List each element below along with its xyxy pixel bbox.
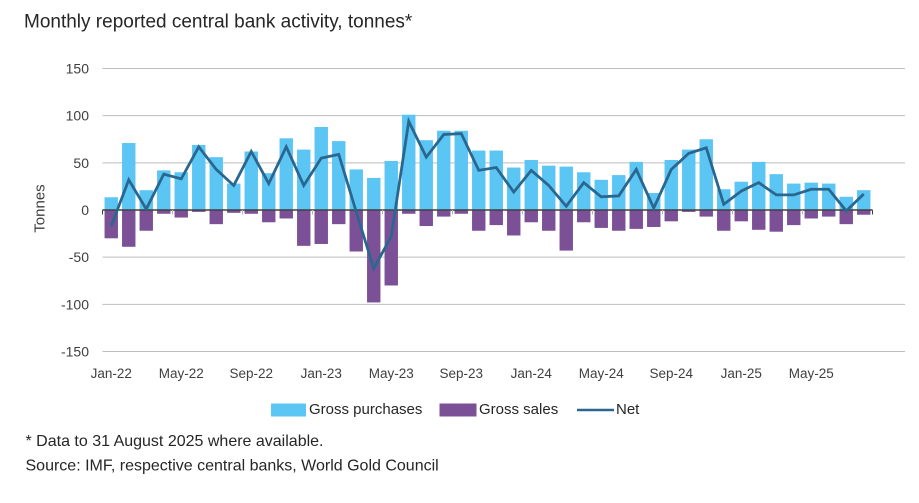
svg-text:Sep-22: Sep-22: [229, 366, 273, 381]
svg-text:Jan-23: Jan-23: [301, 366, 342, 381]
svg-text:Source: IMF, respective centra: Source: IMF, respective central banks, W…: [26, 458, 439, 475]
svg-text:Net: Net: [616, 401, 640, 418]
svg-text:50: 50: [73, 155, 89, 171]
svg-text:May-23: May-23: [369, 366, 414, 381]
svg-text:Sep-24: Sep-24: [649, 366, 693, 381]
svg-text:May-25: May-25: [789, 366, 834, 381]
svg-text:0: 0: [81, 202, 89, 218]
svg-text:-150: -150: [61, 344, 89, 360]
svg-text:Sep-23: Sep-23: [439, 366, 483, 381]
svg-text:-100: -100: [61, 296, 89, 312]
svg-text:-50: -50: [69, 249, 89, 265]
svg-text:May-24: May-24: [579, 366, 625, 381]
svg-text:Jan-25: Jan-25: [721, 366, 762, 381]
svg-text:100: 100: [66, 108, 90, 124]
svg-text:150: 150: [66, 60, 90, 76]
svg-text:Tonnes: Tonnes: [32, 184, 49, 232]
svg-text:Jan-22: Jan-22: [91, 366, 132, 381]
svg-text:Gross sales: Gross sales: [479, 401, 558, 418]
svg-text:Monthly reported central bank: Monthly reported central bank activity, …: [24, 12, 413, 33]
svg-text:Gross purchases: Gross purchases: [309, 401, 422, 418]
svg-text:* Data to 31 August 2025 where: * Data to 31 August 2025 where available…: [26, 433, 324, 450]
svg-text:May-22: May-22: [159, 366, 204, 381]
svg-text:Jan-24: Jan-24: [511, 366, 553, 381]
